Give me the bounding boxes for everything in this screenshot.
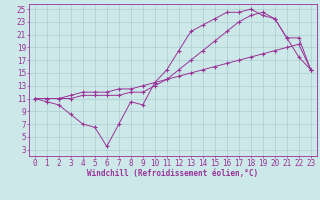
X-axis label: Windchill (Refroidissement éolien,°C): Windchill (Refroidissement éolien,°C)	[87, 169, 258, 178]
